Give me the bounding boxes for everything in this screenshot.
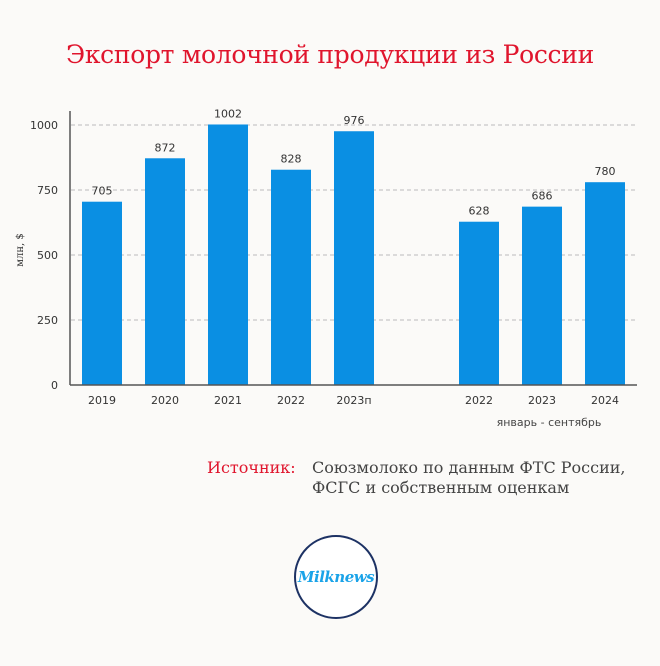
data-label: 1002	[214, 107, 242, 120]
bar	[522, 206, 562, 385]
bar	[145, 158, 185, 385]
bars	[82, 124, 625, 385]
chart-title: Экспорт молочной продукции из России	[66, 40, 594, 69]
source-label: Источник:	[207, 458, 296, 477]
bar-chart: 705 872 1002 828 976 628 686 780 0 250 500 750 1000…	[15, 107, 637, 429]
y-tick-label: 750	[37, 184, 58, 197]
x-tick-label: 2019	[88, 394, 116, 407]
data-label: 780	[595, 165, 616, 178]
y-axis-label: млн, $	[15, 233, 26, 267]
x-tick-label: 2023	[528, 394, 556, 407]
x-tick-label: 2021	[214, 394, 242, 407]
source-text: Союзмолоко по данным ФТС России, ФСГС и …	[312, 458, 652, 498]
bar	[585, 182, 625, 385]
data-label: 976	[344, 114, 365, 127]
data-label: 686	[532, 190, 553, 203]
bar	[271, 169, 311, 385]
y-tick-label: 250	[37, 314, 58, 327]
group-label: январь - сентябрь	[497, 416, 602, 429]
x-tick-label: 2020	[151, 394, 179, 407]
y-tick-label: 0	[51, 379, 58, 392]
source-line-2: ФСГС и собственным оценкам	[312, 478, 570, 497]
y-tick-labels: 0 250 500 750 1000	[30, 119, 58, 392]
x-tick-label: 2022	[277, 394, 305, 407]
x-tick-label: 2023п	[336, 394, 371, 407]
source-line-1: Союзмолоко по данным ФТС России,	[312, 458, 626, 477]
data-label: 705	[92, 185, 113, 198]
bar	[82, 201, 122, 385]
bar	[208, 124, 248, 385]
x-tick-label: 2024	[591, 394, 619, 407]
milknews-logo: Milknews	[294, 535, 378, 619]
bar	[334, 131, 374, 385]
data-labels: 705 872 1002 828 976 628 686 780	[92, 107, 616, 217]
y-tick-label: 500	[37, 249, 58, 262]
bar	[459, 221, 499, 385]
logo-text: Milknews	[297, 568, 375, 586]
y-tick-label: 1000	[30, 119, 58, 132]
x-tick-labels: 2019 2020 2021 2022 2023п 2022 2023 2024	[88, 394, 619, 407]
data-label: 628	[469, 205, 490, 218]
x-tick-label: 2022	[465, 394, 493, 407]
data-label: 828	[281, 153, 302, 166]
data-label: 872	[155, 141, 176, 154]
